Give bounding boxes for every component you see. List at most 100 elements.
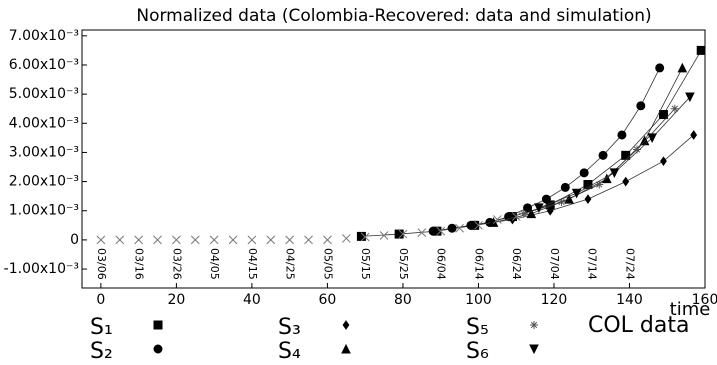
marker	[398, 229, 408, 239]
y-tick-label: 5.00x10⁻³	[9, 86, 79, 102]
plot-area	[96, 45, 705, 245]
legend-label: S₂	[90, 339, 113, 364]
marker	[598, 150, 608, 160]
marker	[658, 110, 668, 120]
legend-label: S₁	[90, 315, 113, 340]
x-tick-label: 160	[692, 292, 717, 308]
marker	[571, 188, 582, 199]
date-label: 03/06	[95, 248, 108, 280]
marker	[134, 235, 143, 245]
marker	[436, 226, 446, 236]
marker	[519, 209, 528, 218]
marker	[595, 180, 604, 189]
date-label: 05/05	[321, 248, 334, 280]
marker	[602, 173, 612, 184]
legend-marker	[153, 344, 163, 354]
date-label: 04/05	[208, 248, 221, 280]
marker	[209, 235, 219, 245]
marker	[115, 235, 125, 245]
marker	[696, 45, 705, 55]
marker	[677, 62, 688, 73]
date-label: 03/26	[170, 248, 183, 280]
marker	[341, 234, 351, 243]
marker	[190, 235, 200, 245]
x-axis-label: time	[670, 299, 711, 320]
legend-label: S₄	[278, 339, 301, 364]
x-tick-label: 20	[167, 292, 185, 308]
marker	[655, 63, 665, 73]
y-tick-label: 4.00x10⁻³	[9, 115, 79, 131]
marker	[557, 198, 566, 206]
marker	[690, 130, 698, 140]
marker	[455, 223, 464, 233]
date-label: 06/14	[472, 248, 485, 280]
date-label: 07/04	[548, 248, 561, 280]
legend-label: S₃	[278, 315, 301, 340]
date-label: 06/04	[435, 248, 448, 280]
legend-marker	[529, 344, 539, 355]
marker	[266, 235, 276, 245]
x-tick-label: 60	[319, 292, 337, 308]
marker	[647, 133, 657, 143]
marker	[247, 235, 257, 245]
y-tick-label: 7.00x10⁻³	[9, 28, 79, 44]
marker	[474, 220, 483, 230]
marker	[617, 130, 627, 140]
marker	[534, 203, 544, 213]
chart-title: Normalized data (Colombia-Recovered: dat…	[136, 6, 651, 26]
legend-marker	[153, 320, 163, 330]
marker	[511, 212, 521, 221]
x-tick-label: 0	[96, 292, 105, 308]
x-tick-label: 120	[541, 292, 568, 308]
date-label: 05/25	[397, 248, 410, 280]
date-label: 03/16	[133, 248, 146, 280]
marker	[560, 182, 570, 192]
marker	[360, 232, 370, 242]
marker	[228, 235, 238, 245]
marker	[304, 235, 313, 245]
x-tick-label: 80	[394, 292, 412, 308]
date-label: 04/25	[284, 248, 297, 280]
legend-label: COL data	[588, 313, 689, 338]
y-tick-label: 1.00x10⁻³	[9, 203, 79, 219]
marker	[622, 176, 630, 187]
marker	[523, 203, 533, 213]
marker	[621, 150, 631, 160]
marker	[492, 215, 502, 224]
x-tick-label: 140	[616, 292, 643, 308]
marker	[633, 145, 642, 154]
marker	[153, 235, 162, 245]
date-label: 07/24	[623, 248, 636, 280]
marker	[488, 217, 499, 227]
marker	[172, 235, 181, 245]
marker	[579, 168, 589, 178]
marker	[428, 226, 438, 236]
date-label: 07/14	[586, 248, 599, 280]
date-label: 06/24	[510, 248, 523, 280]
y-tick-label: 3.00x10⁻³	[9, 144, 79, 160]
marker	[285, 235, 295, 245]
marker	[447, 223, 457, 233]
date-label: 05/15	[359, 248, 372, 280]
marker	[546, 205, 554, 216]
marker	[636, 101, 646, 111]
legend-marker	[530, 321, 538, 329]
marker	[670, 104, 679, 113]
date-label: 04/15	[246, 248, 259, 280]
x-tick-label: 100	[465, 292, 492, 308]
legend-label: S₆	[466, 339, 489, 364]
marker	[417, 228, 427, 237]
plot-frame	[81, 29, 706, 289]
marker	[584, 194, 592, 204]
marker	[660, 156, 667, 167]
y-tick-label: 2.00x10⁻³	[9, 174, 79, 190]
legend-label: S₅	[466, 315, 489, 340]
marker	[526, 208, 537, 219]
x-tick-label: 40	[243, 292, 261, 308]
legend-marker	[341, 343, 351, 354]
y-tick-label: 0	[70, 232, 79, 248]
y-tick-label: 6.00x10⁻³	[9, 57, 79, 73]
marker	[685, 92, 695, 103]
marker	[96, 235, 106, 245]
